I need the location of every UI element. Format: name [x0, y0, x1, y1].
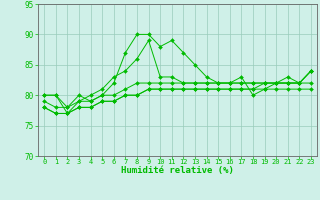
X-axis label: Humidité relative (%): Humidité relative (%)	[121, 166, 234, 175]
